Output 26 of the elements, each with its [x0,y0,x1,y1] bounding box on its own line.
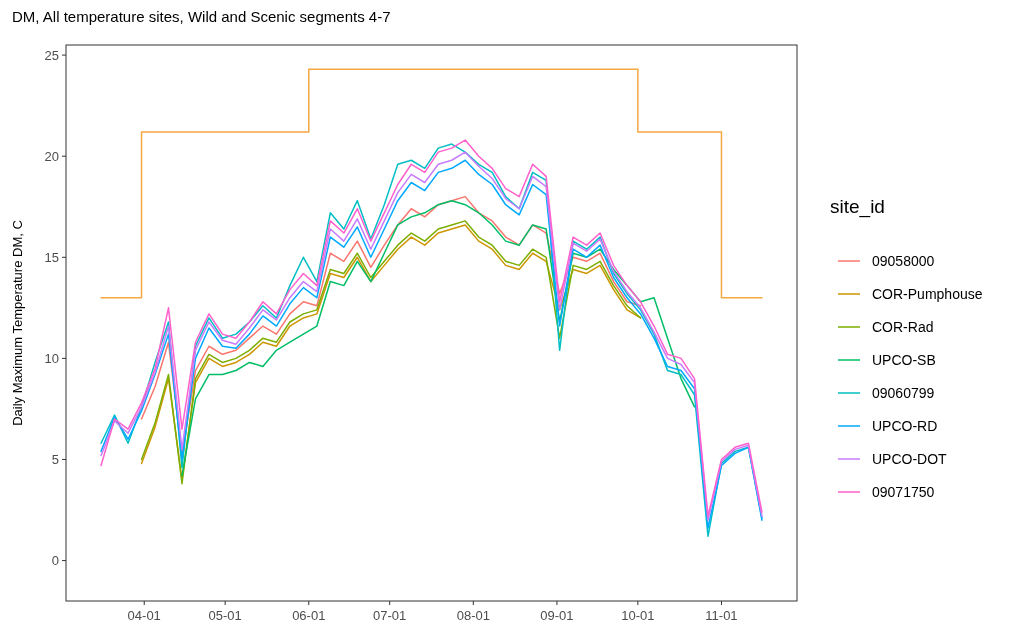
x-tick-label: 11-01 [705,608,738,623]
y-tick-label: 0 [51,553,59,569]
chart-title: DM, All temperature sites, Wild and Scenic segments 4-7 [12,8,391,25]
legend-label: 09071750 [872,483,935,500]
legend-label: UPCO-RD [872,417,938,434]
y-tick-label: 25 [44,47,59,63]
legend-label: 09058000 [872,252,935,269]
y-axis-title: Daily Maximum Temperature DM, C [10,220,25,426]
y-tick-label: 15 [44,249,59,265]
legend-label: COR-Pumphouse [872,285,983,302]
legend-label: 09060799 [872,384,935,401]
y-tick-label: 20 [44,148,59,164]
x-tick-label: 05-01 [208,608,242,623]
x-tick-label: 07-01 [373,608,407,623]
legend-label: COR-Rad [872,318,934,335]
x-tick-label: 06-01 [292,608,326,623]
line-series [181,199,696,477]
x-tick-label: 04-01 [127,608,161,623]
x-tick-label: 09-01 [540,608,574,623]
x-tick-label: 08-01 [456,608,490,623]
x-tick-label: 10-01 [621,608,655,623]
y-tick-label: 5 [51,452,59,468]
legend-label: UPCO-SB [872,351,936,368]
y-tick-label: 10 [44,350,59,366]
legend-label: UPCO-DOT [872,450,948,467]
legend-title: site_id [830,196,885,218]
